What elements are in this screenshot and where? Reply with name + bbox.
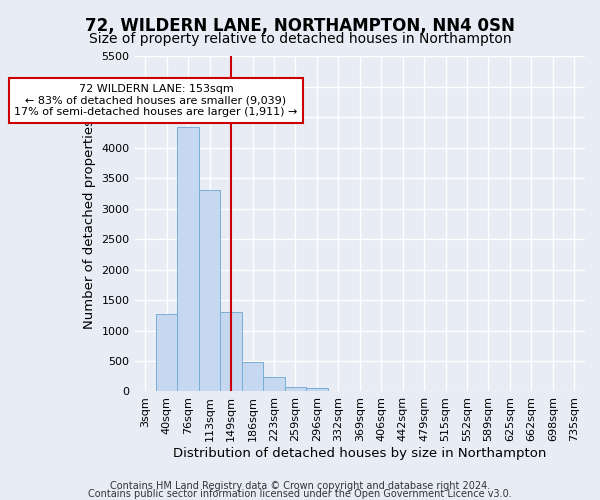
Text: 72 WILDERN LANE: 153sqm
← 83% of detached houses are smaller (9,039)
17% of semi: 72 WILDERN LANE: 153sqm ← 83% of detache… [14, 84, 298, 117]
Bar [156, 314, 178, 392]
Bar [178, 126, 199, 392]
Text: 72, WILDERN LANE, NORTHAMPTON, NN4 0SN: 72, WILDERN LANE, NORTHAMPTON, NN4 0SN [85, 18, 515, 36]
Text: Size of property relative to detached houses in Northampton: Size of property relative to detached ho… [89, 32, 511, 46]
Bar [263, 377, 284, 392]
Bar [199, 190, 220, 392]
Bar [284, 386, 306, 392]
Text: Contains public sector information licensed under the Open Government Licence v3: Contains public sector information licen… [88, 489, 512, 499]
Text: Contains HM Land Registry data © Crown copyright and database right 2024.: Contains HM Land Registry data © Crown c… [110, 481, 490, 491]
Bar [242, 362, 263, 392]
Bar [220, 312, 242, 392]
X-axis label: Distribution of detached houses by size in Northampton: Distribution of detached houses by size … [173, 447, 547, 460]
Bar [306, 388, 328, 392]
Y-axis label: Number of detached properties: Number of detached properties [83, 119, 96, 329]
